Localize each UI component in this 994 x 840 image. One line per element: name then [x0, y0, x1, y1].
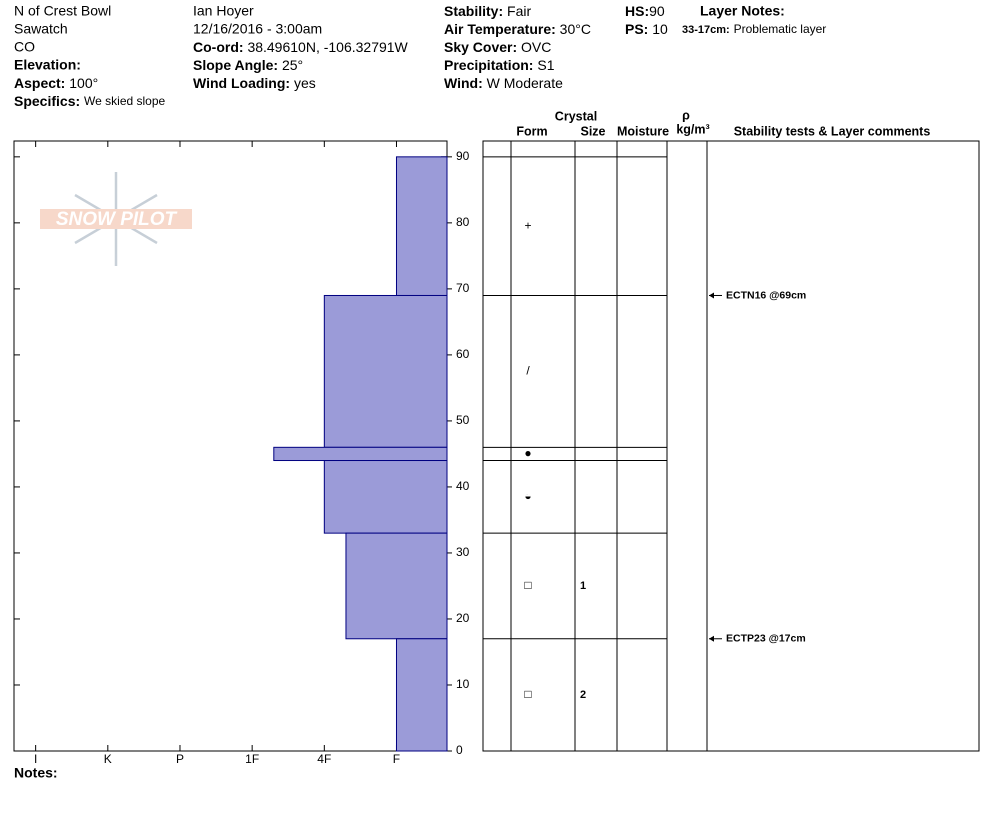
hs-value: 90	[649, 3, 665, 19]
layer-notes-label: Layer Notes:	[700, 3, 785, 19]
precip-value: S1	[537, 57, 554, 73]
y-tick-label: 20	[456, 611, 470, 625]
test-label: ECTN16 @69cm	[726, 289, 806, 301]
y-tick-label: 10	[456, 677, 470, 691]
y-tick-label: 50	[456, 413, 470, 427]
density-unit: kg/m³	[676, 122, 709, 136]
precip: Precipitation: S1	[444, 57, 555, 73]
observer: Ian Hoyer	[193, 3, 254, 19]
moisture-header: Moisture	[617, 124, 669, 138]
grain-size: 2	[580, 689, 586, 701]
layer-note-range: 33-17cm:	[682, 24, 730, 36]
hardness-bar	[273, 446, 448, 462]
density-symbol: ρ	[682, 108, 690, 122]
aspect-label: Aspect:	[14, 75, 65, 91]
wind-value: W Moderate	[487, 75, 563, 91]
form-header: Form	[516, 124, 547, 138]
wind-label: Wind:	[444, 75, 483, 91]
aspect: Aspect: 100°	[14, 75, 98, 91]
hs-label: HS:	[625, 3, 649, 19]
test-arrowhead	[709, 635, 714, 642]
column-dividers	[510, 141, 708, 751]
location: N of Crest Bowl	[14, 3, 111, 19]
air-temp-label: Air Temperature:	[444, 21, 556, 37]
stability-label: Stability:	[444, 3, 503, 19]
logo-text: SNOW PILOT	[56, 209, 178, 230]
x-tick-label: P	[176, 752, 184, 766]
stability: Stability: Fair	[444, 3, 531, 19]
specifics-value: We skied slope	[84, 94, 165, 108]
grain-form: □	[524, 578, 531, 592]
column-headers: Crystal Form Size Moisture ρ kg/m³ Stabi…	[516, 108, 930, 138]
grain-size: 1	[580, 580, 586, 592]
x-tick-label: 1F	[245, 752, 259, 766]
coord: Co-ord: 38.49610N, -106.32791W	[193, 39, 409, 55]
sky-value: OVC	[521, 39, 551, 55]
slope-label: Slope Angle:	[193, 57, 278, 73]
y-tick-label: 90	[456, 149, 470, 163]
grain-form: ◒	[524, 489, 531, 503]
y-tick-label: 60	[456, 347, 470, 361]
test-arrowhead	[709, 292, 714, 299]
coord-label: Co-ord:	[193, 39, 244, 55]
wind-loading-value: yes	[294, 75, 316, 91]
x-tick-label: F	[393, 752, 400, 766]
coord-value: 38.49610N, -106.32791W	[247, 39, 408, 55]
hardness-bar	[395, 638, 448, 752]
grain-form: □	[524, 687, 531, 701]
state: CO	[14, 39, 35, 55]
specifics-label: Specifics:	[14, 93, 80, 109]
grain-form: ●	[524, 446, 531, 460]
header: N of Crest Bowl Sawatch CO Elevation: As…	[14, 3, 826, 109]
range: Sawatch	[14, 21, 68, 37]
logo: SNOW PILOT	[40, 172, 192, 266]
x-tick-label: I	[34, 752, 37, 766]
test-label: ECTP23 @17cm	[726, 633, 806, 645]
layer-note-text: Problematic layer	[734, 22, 827, 36]
y-tick-label: 30	[456, 545, 470, 559]
hardness-bar	[345, 532, 448, 640]
sky-label: Sky Cover:	[444, 39, 517, 55]
ps-value: 10	[652, 21, 668, 37]
logo-band	[40, 209, 192, 229]
wind: Wind: W Moderate	[444, 75, 563, 91]
specifics: Specifics: We skied slope	[14, 93, 166, 109]
slope: Slope Angle: 25°	[193, 57, 303, 73]
precip-label: Precipitation:	[444, 57, 533, 73]
y-tick-label: 70	[456, 281, 470, 295]
wind-loading: Wind Loading: yes	[193, 75, 316, 91]
grain-form: /	[526, 364, 530, 378]
layer-note: 33-17cm: Problematic layer	[682, 21, 826, 37]
y-tick-label: 40	[456, 479, 470, 493]
ps-label: PS:	[625, 21, 648, 37]
hardness-bar	[323, 460, 448, 534]
grain-form: +	[524, 218, 531, 232]
slope-value: 25°	[282, 57, 303, 73]
hardness-bar	[323, 294, 448, 448]
crystal-header: Crystal	[555, 109, 597, 123]
hs: HS:90	[625, 3, 665, 19]
x-tick-label: K	[104, 752, 112, 766]
comments-header: Stability tests & Layer comments	[734, 124, 931, 138]
air-temp-value: 30°C	[560, 21, 591, 37]
air-temp: Air Temperature: 30°C	[444, 21, 591, 37]
sky: Sky Cover: OVC	[444, 39, 551, 55]
wind-loading-label: Wind Loading:	[193, 75, 290, 91]
x-tick-label: 4F	[317, 752, 331, 766]
layer-table-frame	[482, 140, 980, 752]
aspect-value: 100°	[69, 75, 98, 91]
stability-value: Fair	[507, 3, 531, 19]
datetime: 12/16/2016 - 3:00am	[193, 21, 322, 37]
y-tick-label: 80	[456, 215, 470, 229]
ps: PS: 10	[625, 21, 668, 37]
size-header: Size	[580, 124, 605, 138]
notes-label: Notes:	[14, 765, 58, 781]
hardness-bar	[395, 156, 448, 296]
elevation-label: Elevation:	[14, 57, 81, 73]
y-tick-label: 0	[456, 743, 463, 757]
